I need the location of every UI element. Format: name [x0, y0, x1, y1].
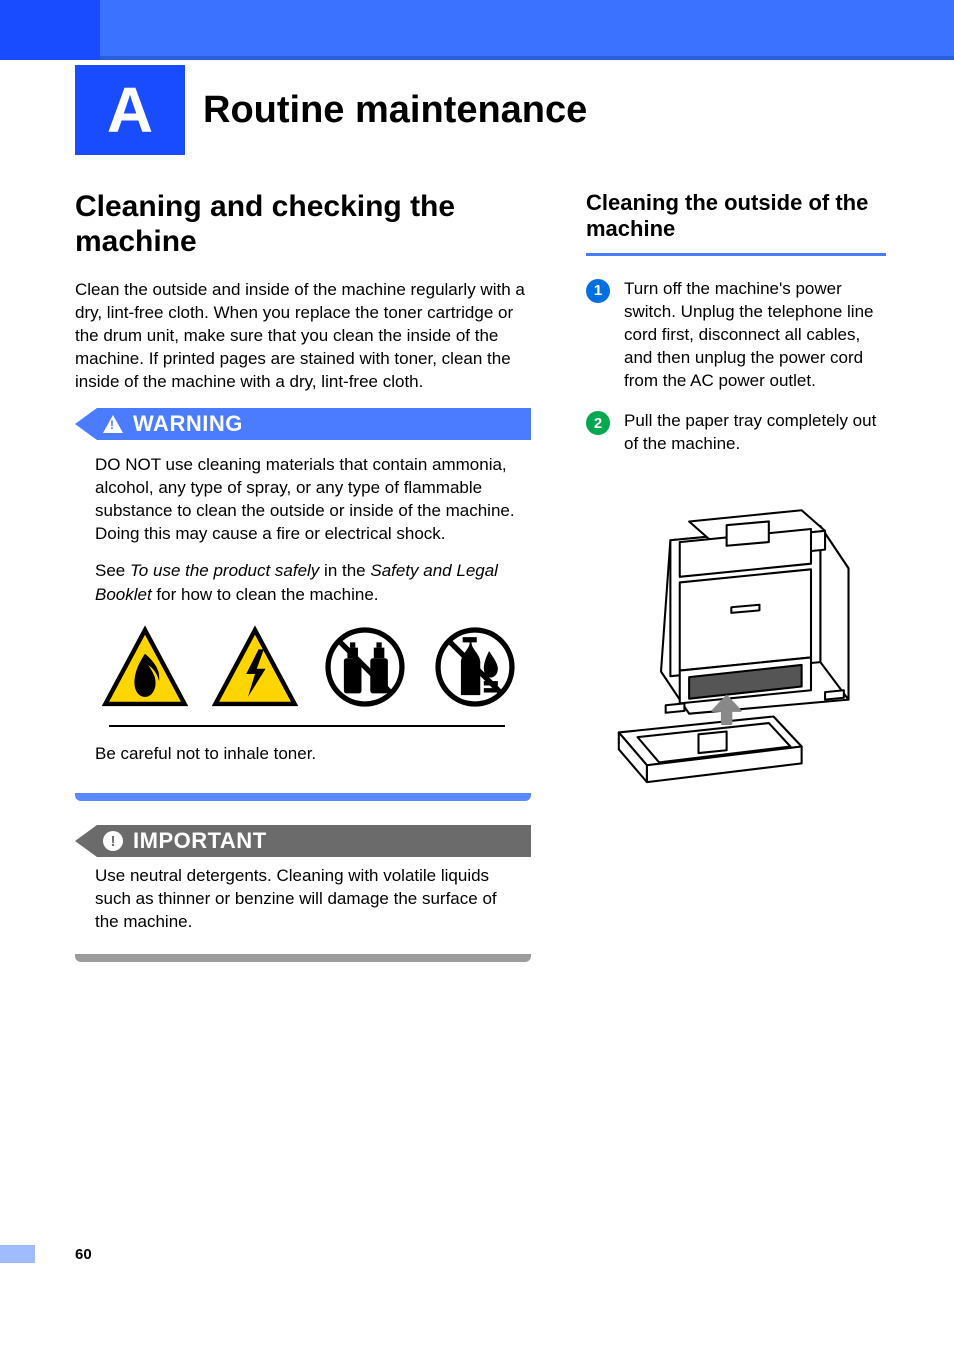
no-sprays-icon	[321, 623, 409, 711]
step-number-2-icon: 2	[586, 411, 610, 435]
page-header-bar	[0, 0, 954, 60]
printer-illustration	[586, 474, 886, 794]
section-heading: Cleaning and checking the machine	[75, 190, 531, 259]
important-body: Use neutral detergents. Cleaning with vo…	[95, 865, 519, 934]
right-column: Cleaning the outside of the machine 1 Tu…	[586, 190, 886, 986]
important-callout: ! IMPORTANT Use neutral detergents. Clea…	[75, 825, 531, 946]
warning-triangle-icon	[103, 415, 123, 433]
important-bottom-rule	[75, 954, 531, 962]
no-flammable-liquids-icon	[431, 623, 519, 711]
step-1-text: Turn off the machine's power switch. Unp…	[624, 278, 886, 393]
header-bar-left	[0, 0, 100, 60]
step-number-1-icon: 1	[586, 279, 610, 303]
subsection-heading: Cleaning the outside of the machine	[586, 190, 886, 243]
step-1: 1 Turn off the machine's power switch. U…	[586, 278, 886, 393]
warning-paragraph-1: DO NOT use cleaning materials that conta…	[95, 454, 519, 546]
header-bar-right	[100, 0, 954, 60]
intro-paragraph: Clean the outside and inside of the mach…	[75, 279, 531, 394]
step-2: 2 Pull the paper tray completely out of …	[586, 410, 886, 456]
warning-bottom-rule	[75, 793, 531, 801]
important-title: IMPORTANT	[133, 828, 267, 854]
electric-shock-hazard-icon	[211, 623, 299, 711]
warning-callout: WARNING DO NOT use cleaning materials th…	[75, 408, 531, 786]
subsection-rule	[586, 253, 886, 256]
important-icon: !	[103, 831, 123, 851]
chapter-header: A Routine maintenance	[75, 65, 954, 155]
step-2-text: Pull the paper tray completely out of th…	[624, 410, 886, 456]
warning-title: WARNING	[133, 411, 243, 437]
warning-paragraph-3: Be careful not to inhale toner.	[95, 743, 519, 766]
chapter-title: Routine maintenance	[203, 89, 587, 132]
chapter-letter-badge: A	[75, 65, 185, 155]
page-number: 60	[0, 1245, 92, 1263]
printer-figure	[586, 474, 886, 794]
warning-paragraph-2: See To use the product safely in the Saf…	[95, 559, 519, 607]
fire-hazard-icon	[101, 623, 189, 711]
left-column: Cleaning and checking the machine Clean …	[75, 190, 531, 986]
hazard-icons-row-1	[95, 623, 519, 711]
